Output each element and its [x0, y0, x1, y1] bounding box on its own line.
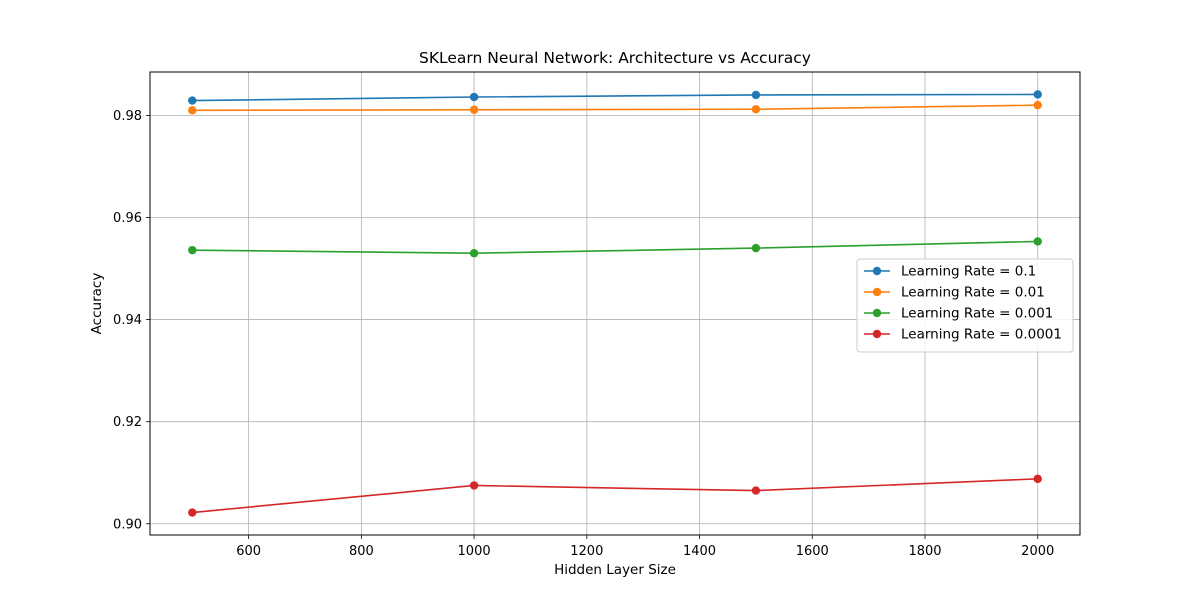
y-tick-label: 0.92	[113, 415, 142, 430]
legend-box	[856, 258, 1074, 353]
y-tick-label: 0.94	[113, 313, 142, 328]
data-point	[469, 249, 479, 258]
series-2	[188, 237, 1042, 258]
series-group	[188, 90, 1042, 517]
series-1	[188, 100, 1042, 115]
series-3	[188, 474, 1042, 517]
data-point	[188, 106, 197, 115]
x-axis-label: Hidden Layer Size	[554, 562, 676, 578]
legend-label: Learning Rate = 0.001	[901, 306, 1053, 322]
legend-item: Learning Rate = 0.001	[864, 306, 1053, 322]
x-tick-label: 800	[349, 544, 374, 559]
legend-swatch-marker	[872, 287, 882, 297]
y-tick-label: 0.90	[113, 517, 142, 532]
data-point	[1033, 474, 1042, 484]
data-point	[751, 243, 761, 253]
data-point	[1033, 100, 1042, 110]
y-axis-label: Accuracy	[89, 273, 105, 335]
legend-label: Learning Rate = 0.01	[901, 285, 1045, 301]
series-line	[192, 478, 1038, 514]
x-axis-ticks: 600 800 1000 1200 1400 1600 1800 2000	[236, 535, 1054, 559]
data-point	[751, 486, 761, 495]
x-tick-label: 2000	[1021, 544, 1054, 559]
x-tick-label: 1400	[683, 544, 716, 559]
y-tick-label: 0.98	[113, 109, 142, 124]
legend-item: Learning Rate = 0.1	[864, 264, 1036, 280]
series-line	[192, 93, 1038, 102]
legend-label: Learning Rate = 0.0001	[901, 327, 1062, 343]
legend-swatch-marker	[872, 308, 882, 318]
legend-item: Learning Rate = 0.01	[864, 285, 1045, 301]
data-point	[751, 105, 761, 114]
data-point	[1033, 90, 1042, 99]
legend-swatch-marker	[872, 329, 882, 339]
legend: Learning Rate = 0.1 Learning Rate = 0.01 L…	[856, 258, 1074, 353]
legend-label: Learning Rate = 0.1	[901, 264, 1036, 280]
legend-item: Learning Rate = 0.0001	[864, 327, 1062, 343]
data-point	[188, 508, 197, 517]
x-tick-label: 1000	[458, 544, 491, 559]
x-tick-label: 600	[236, 544, 261, 559]
series-line	[192, 240, 1038, 255]
data-point	[751, 90, 761, 100]
x-tick-label: 1200	[570, 544, 603, 559]
data-point	[188, 245, 197, 255]
plot-frame	[149, 71, 1081, 536]
series-0	[188, 90, 1042, 105]
chart-title: SKLearn Neural Network: Architecture vs …	[419, 49, 811, 67]
data-point	[469, 481, 479, 490]
y-axis-ticks: 0.90 0.92 0.94 0.96 0.98	[113, 109, 150, 532]
data-point	[188, 96, 197, 105]
x-tick-label: 1800	[908, 544, 941, 559]
x-tick-label: 1600	[796, 544, 829, 559]
data-point	[469, 92, 479, 102]
y-tick-label: 0.96	[113, 211, 142, 226]
data-point	[1033, 237, 1042, 246]
series-line	[192, 104, 1038, 112]
legend-swatch-marker	[872, 266, 882, 276]
data-point	[469, 105, 479, 114]
